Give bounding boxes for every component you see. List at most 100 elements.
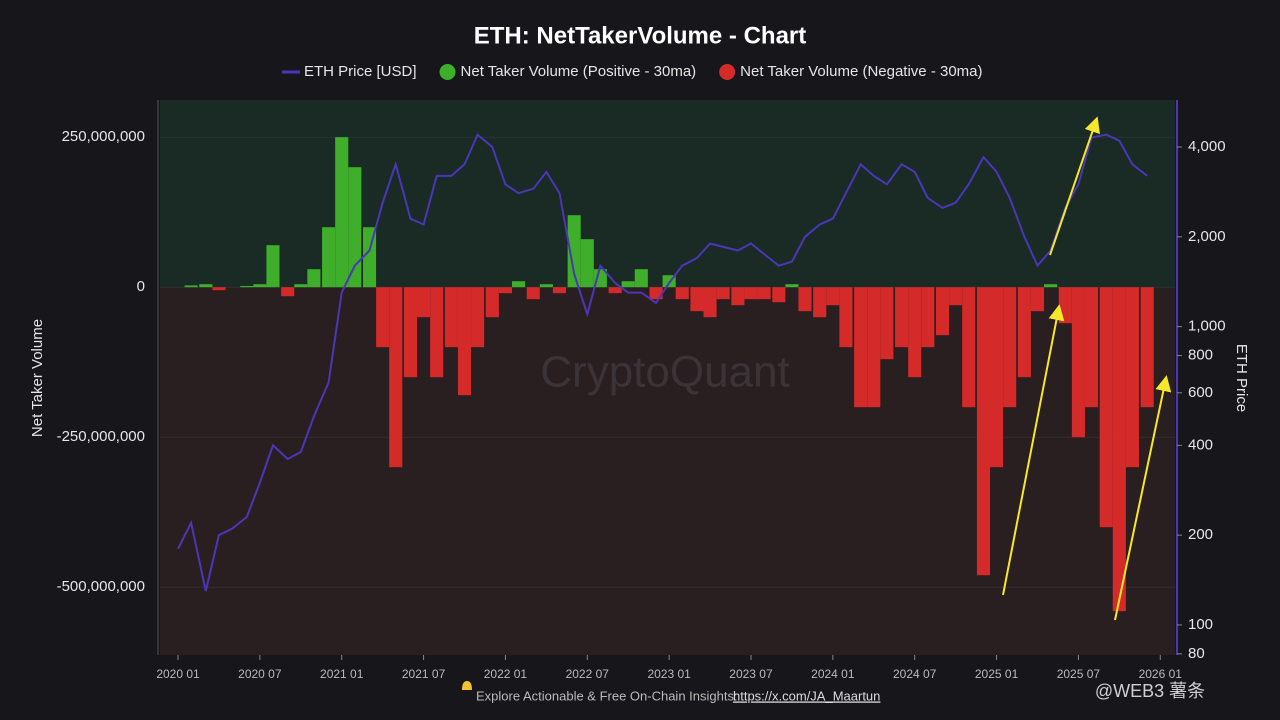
volume-bar: [1071, 287, 1085, 438]
y-tick-label: 0: [137, 278, 145, 295]
x-tick-label: 2026 01: [1139, 667, 1183, 681]
volume-bar: [1099, 287, 1113, 528]
volume-bar: [772, 287, 786, 303]
volume-bar: [348, 167, 362, 288]
footer-link[interactable]: https://x.com/JA_Maartun: [733, 688, 880, 703]
legend-label: Net Taker Volume (Positive - 30ma): [461, 63, 697, 80]
volume-bar: [1030, 287, 1045, 312]
volume-bar: [895, 287, 909, 348]
x-tick-label: 2020 01: [156, 667, 200, 681]
volume-bar: [212, 287, 226, 291]
x-tick-label: 2025 07: [1057, 667, 1101, 681]
volume-bar: [511, 281, 526, 288]
volume-bar: [184, 285, 198, 288]
volume-bar: [389, 287, 403, 468]
volume-bar: [335, 137, 349, 288]
volume-bar: [1044, 284, 1058, 288]
volume-bar: [867, 287, 881, 408]
volume-bar: [990, 287, 1004, 468]
volume-bar: [526, 287, 540, 300]
x-tick-label: 2020 07: [238, 667, 282, 681]
volume-bar: [1125, 287, 1139, 468]
y2-tick-label: 80: [1188, 645, 1205, 662]
x-tick-label: 2023 01: [647, 667, 691, 681]
volume-bar: [294, 284, 308, 288]
volume-bar: [580, 239, 594, 288]
y-tick-label: -250,000,000: [57, 428, 145, 445]
x-tick-label: 2021 07: [402, 667, 446, 681]
volume-bar: [376, 287, 390, 348]
volume-bar: [281, 287, 295, 297]
volume-bar: [826, 287, 840, 306]
volume-bar: [444, 287, 458, 348]
volume-bar: [1017, 287, 1031, 378]
y2-tick-label: 1,000: [1188, 318, 1226, 335]
volume-bar: [567, 215, 581, 288]
bell-icon: [462, 681, 472, 690]
volume-bar: [621, 281, 635, 288]
chart-title: ETH: NetTakerVolume - Chart: [474, 22, 807, 49]
volume-bar: [935, 287, 950, 336]
volume-bar: [716, 287, 730, 300]
x-tick-label: 2021 01: [320, 667, 364, 681]
volume-bar: [457, 287, 472, 396]
annotation-arrow: [1114, 375, 1172, 621]
footer-text: Explore Actionable & Free On-Chain Insig…: [476, 688, 738, 703]
volume-bar: [363, 227, 377, 288]
volume-bar: [1112, 287, 1126, 612]
volume-bar: [1140, 287, 1154, 408]
x-tick-label: 2024 01: [811, 667, 855, 681]
x-tick-label: 2025 01: [975, 667, 1019, 681]
volume-bar: [921, 287, 935, 348]
volume-bar: [498, 287, 512, 294]
volume-bar: [552, 287, 566, 294]
y2-axis-label: ETH Price: [1233, 344, 1250, 412]
volume-bar: [949, 287, 963, 306]
legend-label: Net Taker Volume (Negative - 30ma): [740, 63, 982, 80]
volume-bar: [908, 287, 922, 378]
y2-tick-label: 600: [1188, 384, 1213, 401]
legend-swatch: [719, 64, 736, 80]
volume-bar: [593, 269, 607, 288]
volume-bar: [757, 287, 771, 300]
volume-bar: [417, 287, 431, 318]
price-line: [177, 133, 1148, 592]
volume-bar: [539, 284, 553, 288]
volume-bar: [430, 287, 444, 378]
volume-bar: [703, 287, 717, 318]
volume-bar: [785, 284, 799, 288]
volume-bar: [854, 287, 868, 408]
annotation-arrow: [1002, 304, 1065, 596]
x-tick-label: 2023 07: [729, 667, 773, 681]
annotation-arrow: [1049, 116, 1100, 256]
volume-bar: [798, 287, 812, 312]
y2-tick-label: 200: [1188, 526, 1213, 543]
y2-tick-label: 100: [1188, 616, 1213, 633]
y-tick-label: 250,000,000: [62, 128, 145, 145]
volume-bar: [976, 287, 991, 576]
y-tick-label: -500,000,000: [57, 578, 145, 595]
legend-label: ETH Price [USD]: [304, 63, 417, 80]
volume-bar: [199, 284, 213, 288]
volume-bar: [403, 287, 418, 378]
volume-bar: [1003, 287, 1017, 408]
y2-tick-label: 4,000: [1188, 138, 1226, 155]
volume-bar: [690, 287, 704, 312]
volume-bar: [880, 287, 894, 360]
volume-bar: [608, 287, 622, 294]
legend-swatch: [439, 64, 456, 80]
volume-bar: [962, 287, 976, 408]
volume-bar: [253, 284, 267, 288]
volume-bar: [813, 287, 827, 318]
volume-bar: [307, 269, 321, 288]
y2-tick-label: 400: [1188, 436, 1213, 453]
volume-bar: [322, 227, 336, 288]
x-tick-label: 2022 01: [484, 667, 528, 681]
volume-bar: [266, 245, 280, 288]
volume-bar: [485, 287, 499, 318]
x-tick-label: 2024 07: [893, 667, 937, 681]
volume-bar: [675, 287, 689, 300]
positive-zone: [160, 100, 1175, 288]
